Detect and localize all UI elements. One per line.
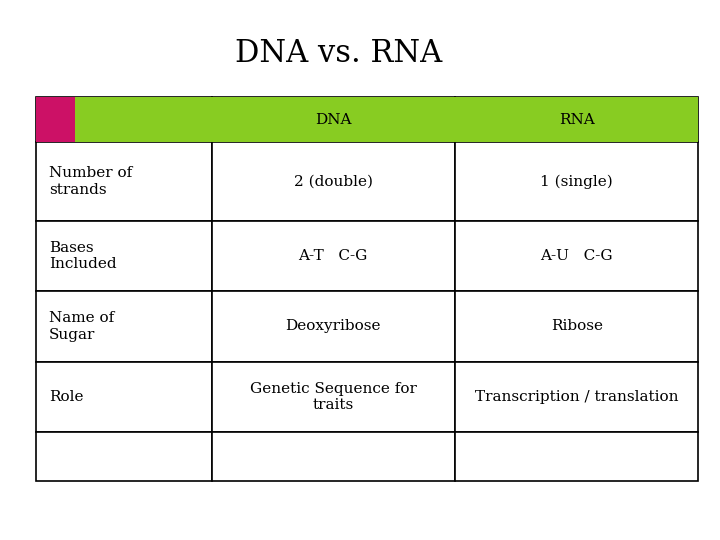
Text: Role: Role [49,390,84,404]
Text: 1 (single): 1 (single) [540,174,613,188]
Bar [455,142,698,221]
Bar [36,362,212,432]
Text: A-U   C-G: A-U C-G [541,249,613,263]
Text: Name of
Sugar: Name of Sugar [49,312,114,342]
Bar [36,221,212,291]
Text: 2 (double): 2 (double) [294,174,373,188]
Text: Genetic Sequence for
traits: Genetic Sequence for traits [250,382,417,412]
Text: A-T   C-G: A-T C-G [299,249,368,263]
Bar [455,362,698,432]
Bar [212,97,455,142]
Bar [36,97,75,142]
Bar [36,432,212,481]
Bar [36,291,212,362]
Bar [212,432,455,481]
Bar [212,221,455,291]
Text: Bases
Included: Bases Included [49,241,117,271]
Bar [36,97,212,142]
Bar [75,97,698,142]
Bar [455,97,698,142]
Text: Deoxyribose: Deoxyribose [286,320,381,334]
Text: Transcription / translation: Transcription / translation [475,390,678,404]
Text: DNA vs. RNA: DNA vs. RNA [235,38,442,69]
Text: Ribose: Ribose [551,320,603,334]
Bar [455,291,698,362]
Bar [455,432,698,481]
Text: RNA: RNA [559,113,595,126]
Bar [212,291,455,362]
Bar [212,362,455,432]
Bar [212,142,455,221]
Bar [455,221,698,291]
Bar [36,142,212,221]
Text: Number of
strands: Number of strands [49,166,132,197]
Text: DNA: DNA [315,113,351,126]
